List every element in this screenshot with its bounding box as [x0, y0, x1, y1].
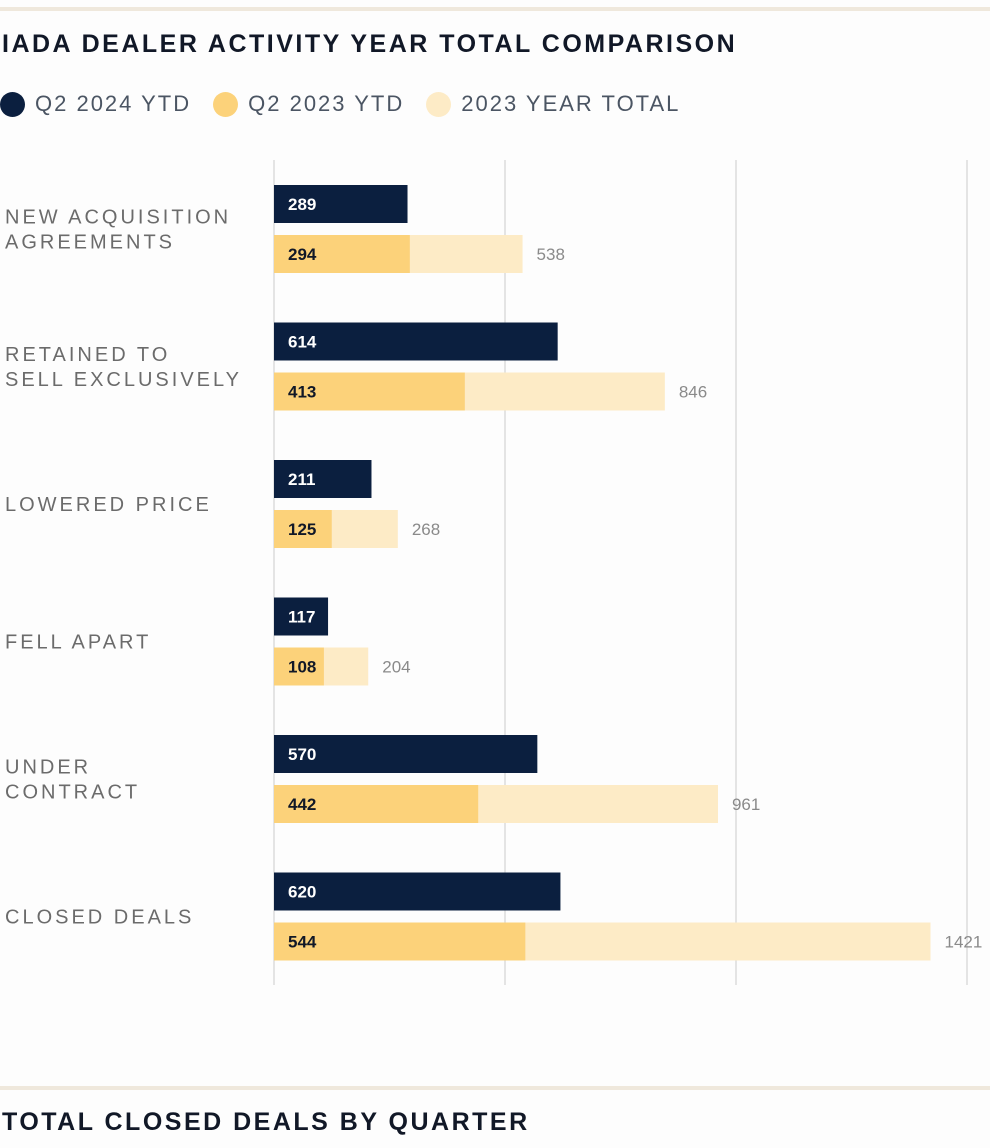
bar-q2-2023-closed-deals [274, 922, 526, 961]
bar-q2-2023-retained-to-sell-exclusively [274, 372, 465, 411]
bar-q2-2023-under-contract [274, 785, 479, 823]
legend-swatch-2023-total [426, 91, 452, 117]
bar-q2-2023-fell-apart [274, 647, 324, 686]
legend-swatch-q2-2024 [0, 91, 25, 117]
value-label-2023-total-closed-deals: 1421 [945, 933, 983, 952]
legend-item-q2-2024: Q2 2024 YTD [0, 91, 191, 117]
value-label-q2-2023-new-acquisition-agreements: 294 [288, 245, 317, 264]
value-label-q2-2024-new-acquisition-agreements: 289 [288, 195, 316, 214]
legend-label-q2-2023: Q2 2023 YTD [248, 91, 405, 116]
bar-q2-2024-closed-deals [274, 872, 561, 911]
bar-q2-2023-lowered-price [274, 510, 332, 548]
legend-label-q2-2024: Q2 2024 YTD [35, 91, 192, 116]
value-label-2023-total-fell-apart: 204 [382, 658, 410, 677]
section-title-closed-deals: TOTAL CLOSED DEALS BY QUARTER [2, 1108, 530, 1136]
value-label-q2-2024-lowered-price: 211 [288, 470, 315, 489]
bar-chart: NEW ACQUISITION AGREEMENTS 289 294 538 RETAIN… [5, 160, 983, 985]
value-label-2023-total-retained-to-sell-exclusively: 846 [679, 383, 707, 402]
legend: Q2 2024 YTD Q2 2023 YTD 2023 YEAR TOTAL [0, 90, 702, 118]
bar-q2-2024-new-acquisition-agreements [274, 185, 408, 223]
value-label-q2-2024-closed-deals: 620 [288, 883, 316, 902]
category-label-closed-deals: CLOSED DEALS [5, 907, 194, 929]
value-label-q2-2023-lowered-price: 125 [288, 520, 316, 539]
value-label-q2-2024-under-contract: 570 [288, 745, 316, 764]
value-label-2023-total-under-contract: 961 [732, 795, 760, 814]
category-label-under-contract: UNDER CONTRACT [5, 757, 140, 804]
category-label-retained-to-sell-exclusively: RETAINED TO SELL EXCLUSIVELY [5, 344, 242, 391]
bar-q2-2024-under-contract [274, 735, 538, 773]
legend-swatch-q2-2023 [213, 91, 239, 117]
category-label-fell-apart: FELL APART [5, 632, 151, 654]
value-label-2023-total-new-acquisition-agreements: 538 [537, 245, 565, 264]
chart-title: IADA DEALER ACTIVITY YEAR TOTAL COMPARIS… [2, 30, 738, 58]
value-label-q2-2023-fell-apart: 108 [288, 658, 316, 677]
value-label-q2-2023-under-contract: 442 [288, 795, 316, 814]
category-label-lowered-price: LOWERED PRICE [5, 494, 212, 516]
category-label-new-acquisition-agreements: NEW ACQUISITION AGREEMENTS [5, 207, 231, 254]
value-label-q2-2024-fell-apart: 117 [288, 608, 315, 627]
value-label-q2-2024-retained-to-sell-exclusively: 614 [288, 333, 317, 352]
value-label-2023-total-lowered-price: 268 [412, 520, 440, 539]
bar-q2-2024-retained-to-sell-exclusively [274, 322, 558, 361]
bar-q2-2024-lowered-price [274, 460, 372, 498]
bar-q2-2024-fell-apart [274, 597, 329, 636]
legend-item-q2-2023: Q2 2023 YTD [213, 91, 404, 117]
value-label-q2-2023-retained-to-sell-exclusively: 413 [288, 383, 316, 402]
bottom-divider [0, 1086, 990, 1090]
value-label-q2-2023-closed-deals: 544 [288, 933, 317, 952]
legend-label-2023-total: 2023 YEAR TOTAL [461, 91, 681, 116]
bar-q2-2023-new-acquisition-agreements [274, 235, 410, 273]
legend-item-2023-total: 2023 YEAR TOTAL [426, 91, 680, 117]
top-divider [0, 7, 990, 11]
